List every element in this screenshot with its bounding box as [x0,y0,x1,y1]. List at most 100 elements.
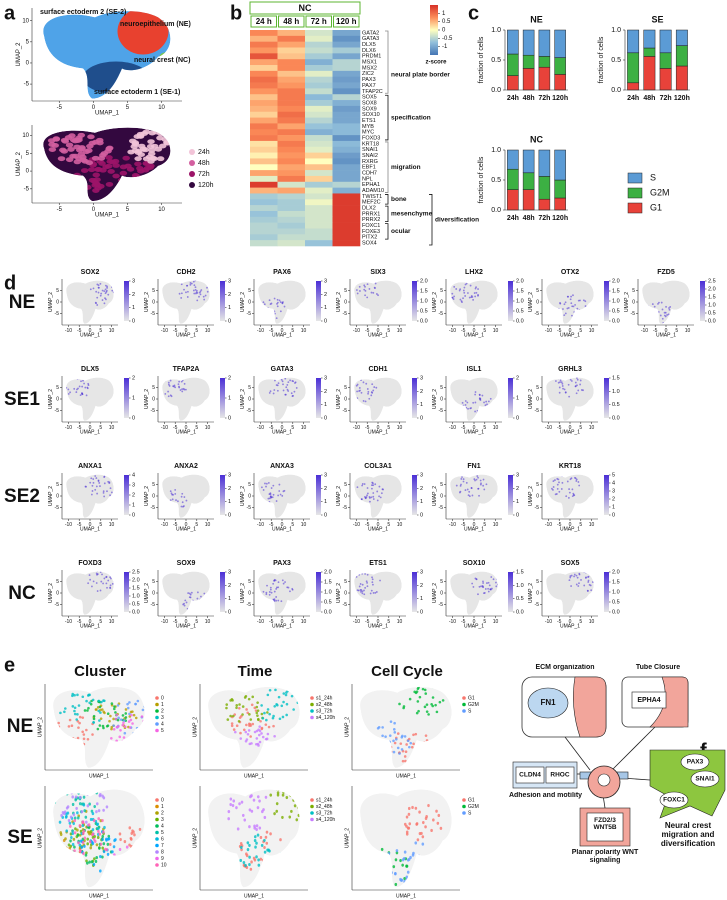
cell-dot [374,591,377,594]
y-tick-label: -5 [24,82,30,88]
bar-segment [522,29,535,56]
gene-node [527,687,569,719]
cell-dot [368,288,371,290]
cell-dot [81,385,84,388]
heatmap-cell [277,65,306,72]
cell-dot [78,385,81,388]
legend-label: 2 [161,708,164,714]
gene-label: SNAI1 [695,776,715,783]
cell-dot [587,579,590,582]
x-tick-label: -10 [65,619,72,625]
heatmap-cell [332,53,361,60]
cell-dot [122,721,125,725]
heatmap-cell [250,152,278,159]
cell-dot [461,401,464,404]
cell-dot [101,855,104,859]
x-tick-label: 10 [205,328,211,334]
cell-dot [264,723,268,726]
umap-cells [66,280,114,324]
cell-dot [256,806,260,810]
cell-dot [281,380,284,383]
legend-swatch [627,187,643,199]
cell-dot [110,736,113,740]
y-axis-label: UMAP_2 [48,292,54,312]
cell-dot [160,388,162,390]
cell-dot [165,378,168,381]
colorbar-tick-label: 2 [132,492,135,498]
cell-dot [276,301,279,304]
heatmap-cell [305,30,333,37]
colorbar-tick-label: 1 [132,502,135,508]
cell-dot [89,817,93,822]
row-label: NC [8,583,36,604]
cell-dot [229,802,232,807]
gene-label: MSX2 [362,65,377,71]
gene-title: PAX3 [273,560,291,567]
cell-dot [260,304,262,306]
legend-swatch [310,709,314,713]
x-axis-label: UMAP_1 [656,332,676,338]
x-tick-label: -10 [545,522,552,528]
cell-dot [364,289,367,292]
panel-label: e [4,654,15,676]
bar-segment [675,45,688,67]
cell-dot [143,870,145,874]
cell-dot [566,295,569,298]
cell-dot [162,496,163,499]
cell-dot [245,708,248,711]
cell-dot [568,488,570,490]
x-tick-label: 10 [397,522,403,528]
cell-dot [421,842,425,846]
cell-dot [389,745,393,749]
ecm-title-box: ECM organization [535,664,594,671]
cell-dot [98,705,102,709]
cell-dot [65,814,68,818]
cell-dot [180,283,183,286]
umap-plot [160,377,210,421]
cell-dot [273,863,276,867]
cell-dot [146,708,149,711]
cell-dot [482,586,484,589]
cell-dot [475,478,478,481]
cell-dot [244,739,248,743]
cell-dot [256,709,260,712]
cell-dot [133,833,136,837]
cell-dot [114,838,117,842]
cell-dot [468,490,471,493]
colorbar-tick-label: 1 [516,395,519,401]
cell-dot [392,739,395,743]
cell-dot [66,811,70,815]
bar-segment [507,29,519,55]
heatmap-cell [277,216,306,223]
cell-dot [90,789,93,792]
colorbar-tick-label: 1.5 [612,579,620,585]
cell-dot [246,732,250,736]
cell-dot [260,732,263,735]
cell-dot [372,389,375,392]
legend-swatch [627,172,643,184]
colorbar-tick-label: 0.0 [612,318,620,324]
gene-label: EBF1 [362,165,376,171]
y-tick-label: 1.0 [491,27,501,34]
cell-dot [381,734,384,738]
y-tick-label: -5 [439,505,444,511]
cell-dot [83,844,86,848]
cell-dot [121,878,124,882]
cell-dot [411,754,415,757]
x-tick-label: -10 [257,522,264,528]
colorbar-tick-label: 1 [228,596,231,602]
cell-dot [134,156,142,162]
cell-dot [125,883,128,888]
cell-dot [291,395,294,398]
cell-dot [375,858,379,862]
cell-dot [412,733,415,737]
y-tick-label: 5 [536,385,539,391]
cell-dot [409,855,412,860]
x-tick-label: 120h [674,95,690,102]
bar-segment [522,149,535,174]
cell-dot [563,314,566,317]
cell-dot [80,845,83,849]
cell-dot [106,490,108,493]
y-axis-label: UMAP_2 [528,292,534,312]
cell-dot [416,687,420,691]
